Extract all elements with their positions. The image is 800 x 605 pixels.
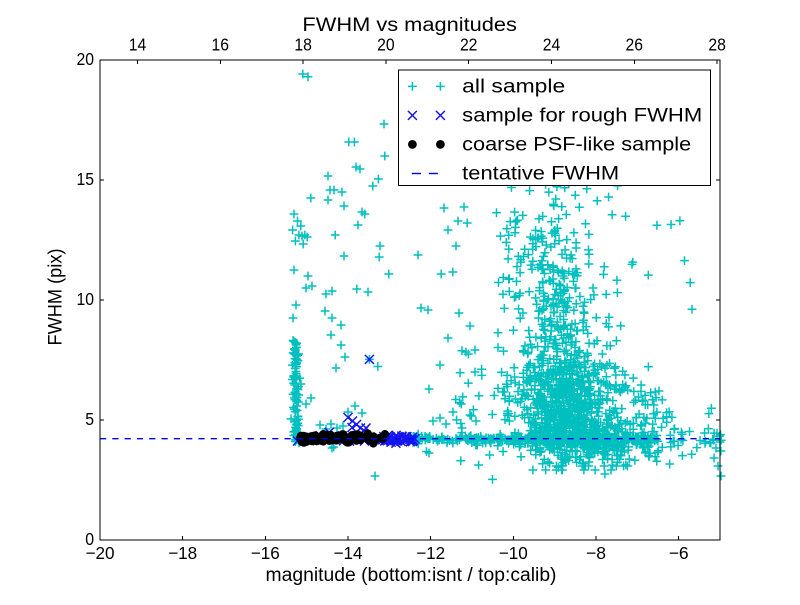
svg-text:28: 28 bbox=[708, 35, 726, 55]
svg-text:22: 22 bbox=[460, 35, 478, 55]
svg-text:FWHM vs magnitudes: FWHM vs magnitudes bbox=[302, 15, 517, 36]
svg-text:coarse PSF-like sample: coarse PSF-like sample bbox=[462, 135, 691, 156]
svg-text:−16: −16 bbox=[251, 543, 280, 563]
svg-text:−6: −6 bbox=[669, 543, 689, 563]
svg-text:10: 10 bbox=[77, 289, 95, 309]
svg-text:0: 0 bbox=[85, 529, 94, 549]
svg-text:−18: −18 bbox=[168, 543, 197, 563]
svg-text:all sample: all sample bbox=[462, 77, 565, 98]
svg-text:16: 16 bbox=[212, 35, 230, 55]
svg-text:18: 18 bbox=[294, 35, 312, 55]
svg-text:tentative FWHM: tentative FWHM bbox=[462, 164, 619, 185]
svg-text:5: 5 bbox=[85, 409, 94, 429]
svg-text:−12: −12 bbox=[416, 543, 445, 563]
svg-text:24: 24 bbox=[543, 35, 561, 55]
svg-text:20: 20 bbox=[377, 35, 395, 55]
svg-text:14: 14 bbox=[129, 35, 147, 55]
svg-text:−8: −8 bbox=[586, 543, 606, 563]
svg-text:magnitude (bottom:isnt / top:c: magnitude (bottom:isnt / top:calib) bbox=[266, 565, 557, 586]
svg-text:15: 15 bbox=[77, 169, 95, 189]
svg-text:sample for rough FWHM: sample for rough FWHM bbox=[462, 106, 702, 127]
svg-text:20: 20 bbox=[77, 49, 95, 69]
svg-text:−14: −14 bbox=[334, 543, 363, 563]
svg-text:26: 26 bbox=[626, 35, 644, 55]
svg-text:FWHM (pix): FWHM (pix) bbox=[46, 249, 67, 346]
svg-text:−10: −10 bbox=[499, 543, 528, 563]
svg-text:−20: −20 bbox=[86, 543, 115, 563]
